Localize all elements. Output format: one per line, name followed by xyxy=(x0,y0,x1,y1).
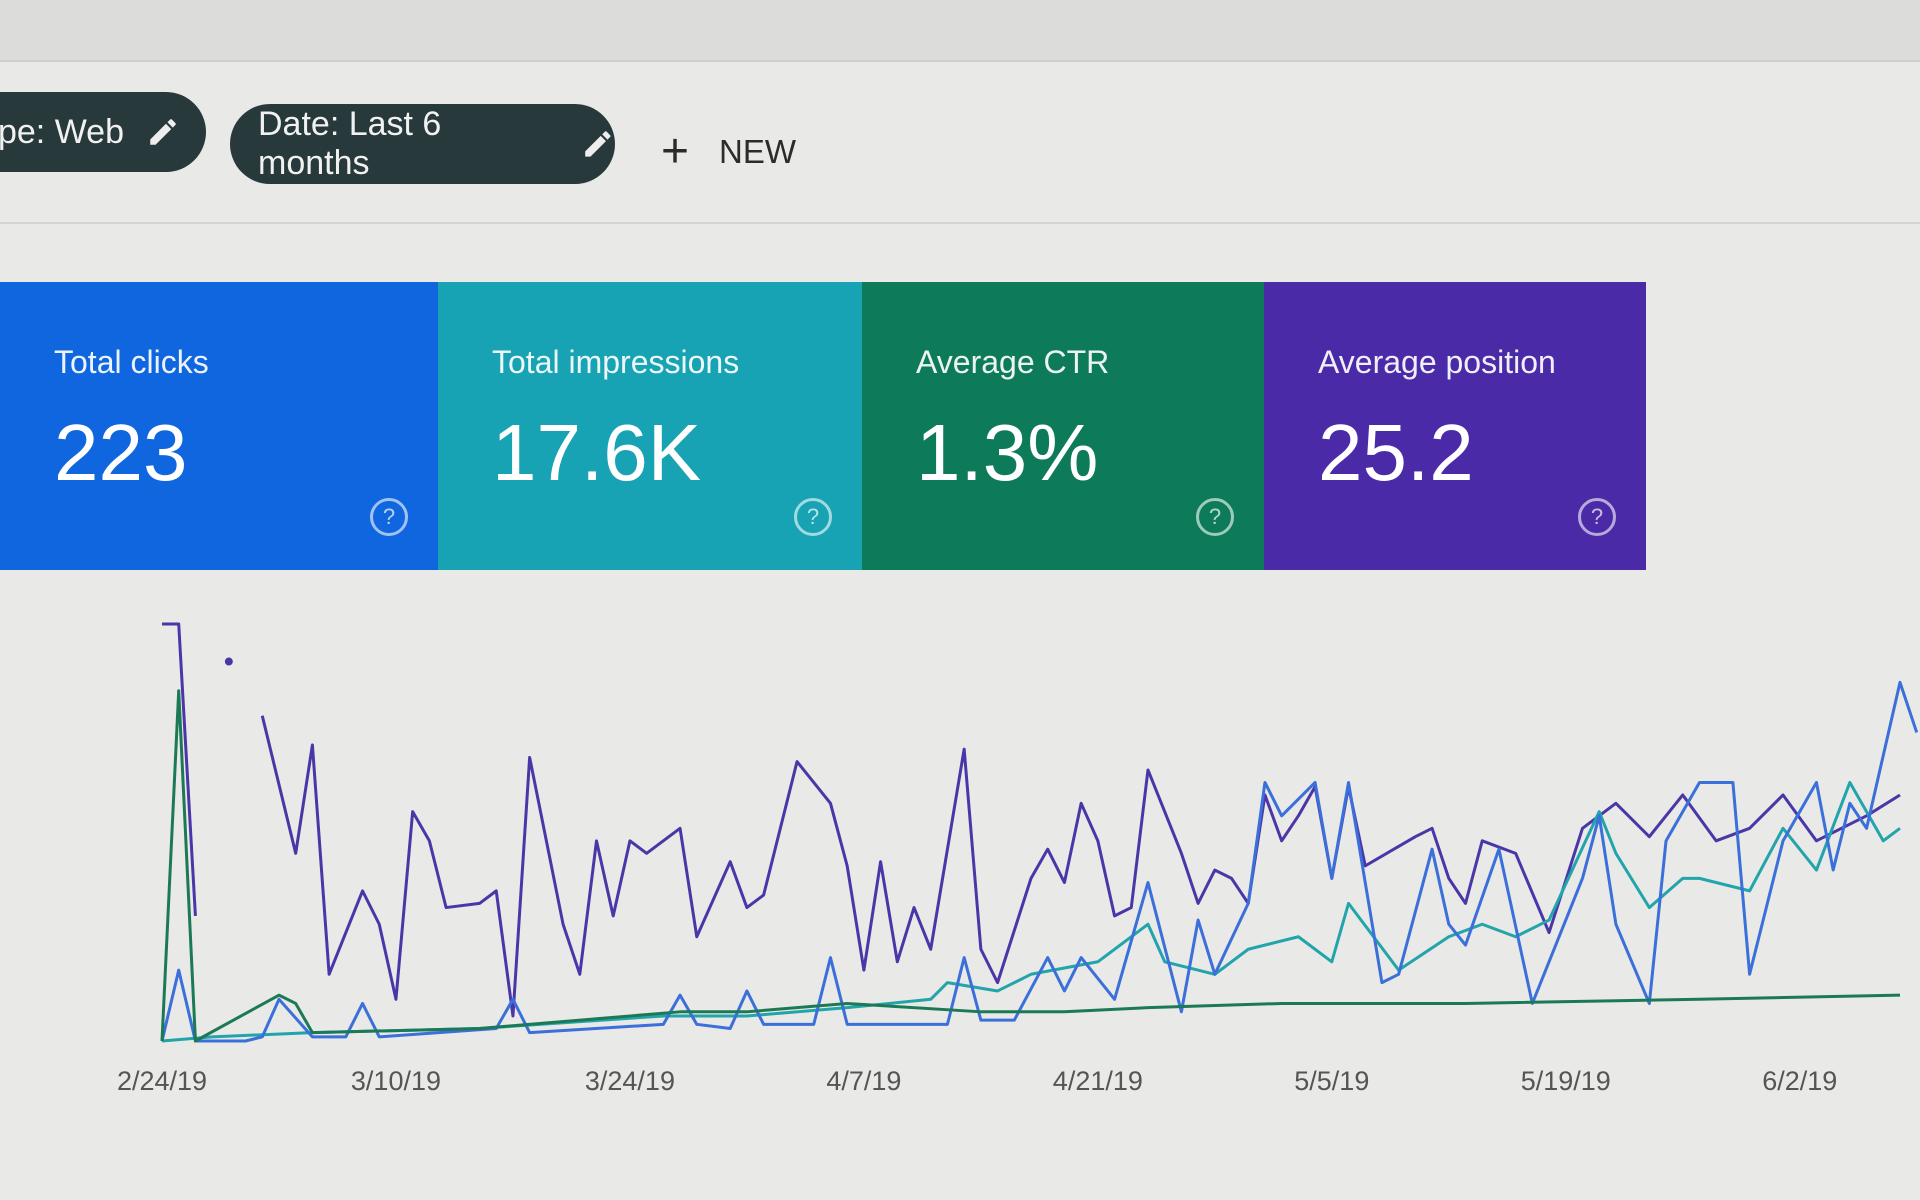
x-tick-label: 5/5/19 xyxy=(1294,1066,1369,1096)
metric-card-total-impressions[interactable]: Total impressions 17.6K ? xyxy=(438,282,862,570)
x-tick-label: 3/10/19 xyxy=(351,1066,441,1096)
help-icon[interactable]: ? xyxy=(1196,498,1234,536)
help-icon[interactable]: ? xyxy=(794,498,832,536)
search-type-filter-chip[interactable]: ype: Web xyxy=(0,92,206,172)
series-line-average-position xyxy=(162,622,197,916)
x-tick-label: 4/21/19 xyxy=(1053,1066,1143,1096)
date-filter-chip[interactable]: Date: Last 6 months xyxy=(230,104,615,184)
edit-pencil-icon[interactable] xyxy=(581,127,615,161)
metric-card-average-position[interactable]: Average position 25.2 ? xyxy=(1264,282,1646,570)
x-tick-label: 2/24/19 xyxy=(117,1066,207,1096)
metric-value: 25.2 xyxy=(1318,408,1474,497)
metric-card-total-clicks[interactable]: Total clicks 223 ? xyxy=(0,282,438,570)
plus-icon: + xyxy=(661,125,690,178)
series-line-total-clicks xyxy=(160,680,1919,1043)
series-line-average-ctr xyxy=(160,689,1901,1043)
divider xyxy=(0,222,1920,224)
help-icon[interactable]: ? xyxy=(1578,498,1616,536)
metric-value: 223 xyxy=(54,408,188,497)
new-filter-label: NEW xyxy=(719,133,797,170)
x-tick-label: 4/7/19 xyxy=(826,1066,901,1096)
edit-pencil-icon[interactable] xyxy=(146,115,180,149)
x-tick-label: 6/2/19 xyxy=(1762,1066,1837,1096)
help-icon[interactable]: ? xyxy=(370,498,408,536)
search-type-filter-label: ype: Web xyxy=(0,112,124,151)
new-filter-button[interactable]: + NEW xyxy=(661,128,796,176)
metric-card-average-ctr[interactable]: Average CTR 1.3% ? xyxy=(862,282,1264,570)
metric-label: Total impressions xyxy=(492,344,740,380)
metric-value: 17.6K xyxy=(492,408,702,497)
x-tick-label: 3/24/19 xyxy=(585,1066,675,1096)
series-line-total-impressions xyxy=(161,780,1901,1043)
series-point xyxy=(224,657,233,666)
series-line-average-position xyxy=(260,715,1901,1018)
x-tick-label: 5/19/19 xyxy=(1521,1066,1611,1096)
date-filter-label: Date: Last 6 months xyxy=(258,105,442,182)
metric-label: Average CTR xyxy=(916,344,1110,380)
top-bar xyxy=(0,0,1920,62)
metric-label: Total clicks xyxy=(54,344,209,380)
metric-label: Average position xyxy=(1318,344,1556,380)
metric-value: 1.3% xyxy=(916,408,1099,497)
